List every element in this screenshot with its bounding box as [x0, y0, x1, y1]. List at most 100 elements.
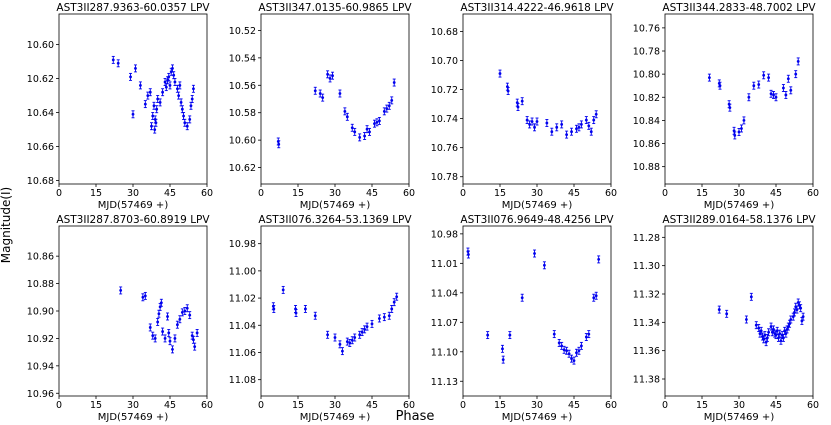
chart-title: AST3II076.3264-53.1369 LPV	[258, 214, 412, 226]
data-point	[375, 118, 379, 127]
data-point	[382, 107, 386, 116]
data-point	[294, 305, 298, 313]
y-tick-label: 10.86	[633, 139, 660, 150]
x-tick-label: 15	[90, 400, 102, 411]
data-point	[789, 86, 793, 95]
data-point	[387, 311, 391, 320]
data-point	[313, 86, 317, 95]
x-tick-label: 60	[807, 188, 819, 199]
data-point	[189, 101, 193, 110]
data-point	[272, 305, 276, 313]
y-tick-label: 10.60	[27, 40, 54, 51]
data-point	[365, 125, 369, 134]
data-point	[340, 347, 344, 356]
plot-frame	[58, 13, 208, 185]
x-axis-label: MJD(57469 +)	[704, 200, 775, 211]
data-point	[350, 336, 354, 345]
data-point	[392, 298, 396, 307]
data-point	[577, 123, 581, 132]
data-point	[129, 72, 133, 81]
data-point	[180, 105, 184, 114]
data-point	[579, 120, 583, 129]
data-point	[277, 140, 281, 149]
y-tick-label: 10.90	[27, 307, 54, 318]
x-axis-label: MJD(57469 +)	[502, 412, 573, 423]
data-point	[353, 127, 357, 136]
data-point	[395, 292, 399, 301]
y-tick-label: 10.78	[633, 47, 660, 58]
x-tick-label: 15	[696, 188, 708, 199]
data-point	[767, 73, 771, 82]
data-point	[179, 98, 183, 107]
x-tick-label: 0	[56, 188, 62, 199]
data-point	[143, 291, 147, 300]
data-point	[520, 293, 524, 302]
data-point	[188, 311, 192, 320]
y-tick-label: 10.96	[27, 389, 54, 400]
data-point	[737, 128, 741, 136]
data-point	[587, 330, 591, 339]
x-tick-label: 15	[90, 188, 102, 199]
data-point	[321, 93, 325, 102]
data-point	[157, 309, 161, 318]
panels: AST3II287.9363-60.0357 LPV 0 15 30 45 60 10.60…	[27, 2, 819, 423]
data-point	[762, 71, 766, 80]
data-point	[570, 354, 574, 363]
plot-frame	[462, 225, 612, 397]
data-point	[574, 124, 578, 133]
data-point	[173, 334, 177, 343]
plot-frame	[260, 225, 410, 397]
y-tick-label: 10.72	[431, 85, 458, 96]
data-point	[141, 293, 145, 302]
data-point	[177, 91, 181, 100]
y-tick-label: 10.52	[229, 26, 256, 37]
data-point	[350, 123, 354, 132]
y-tick-label: 11.06	[229, 348, 256, 359]
y-tick-label: 11.13	[431, 377, 458, 388]
data-point	[148, 88, 152, 97]
y-tick-label: 10.98	[229, 239, 256, 250]
data-point	[345, 337, 349, 346]
chart-panel-3: AST3II314.4222-46.9618 LPV 0 15 30 45 60 10.68…	[431, 2, 617, 211]
data-point	[183, 118, 187, 127]
data-point	[754, 321, 758, 330]
data-point	[182, 112, 186, 120]
plot-frame	[260, 13, 410, 185]
y-tick-label: 11.04	[431, 288, 458, 299]
y-tick-label: 11.28	[633, 233, 660, 244]
x-tick-label: 30	[329, 400, 341, 411]
x-tick-label: 0	[662, 400, 668, 411]
data-point	[390, 305, 394, 313]
plot-frame	[664, 13, 814, 185]
data-point	[533, 123, 537, 132]
x-tick-label: 45	[366, 188, 378, 199]
data-point	[303, 305, 307, 313]
data-point	[116, 59, 120, 68]
y-tick-label: 11.32	[633, 290, 660, 301]
data-point	[168, 81, 172, 90]
data-point	[155, 105, 159, 114]
x-tick-label: 0	[258, 188, 264, 199]
data-point	[801, 312, 805, 321]
chart-panel-6: AST3II076.3264-53.1369 LPV 0 15 30 45 60 10.98…	[229, 214, 415, 423]
data-point	[508, 331, 512, 340]
data-point	[185, 304, 189, 313]
data-point	[506, 87, 510, 95]
y-tick-label: 10.94	[27, 361, 54, 372]
y-tick-label: 10.74	[431, 114, 458, 125]
x-tick-label: 0	[56, 400, 62, 411]
x-axis-label: MJD(57469 +)	[300, 412, 371, 423]
y-tick-label: 10.64	[27, 108, 54, 119]
data-point	[387, 101, 391, 110]
chart-title: AST3II287.9363-60.0357 LPV	[56, 2, 210, 14]
plot-frame	[664, 225, 814, 397]
data-point	[333, 333, 337, 342]
data-point	[372, 119, 376, 128]
data-point	[168, 337, 172, 346]
data-point	[133, 64, 137, 73]
data-point	[172, 71, 176, 80]
data-point	[163, 334, 167, 343]
x-tick-label: 30	[127, 400, 139, 411]
data-point	[717, 305, 721, 314]
